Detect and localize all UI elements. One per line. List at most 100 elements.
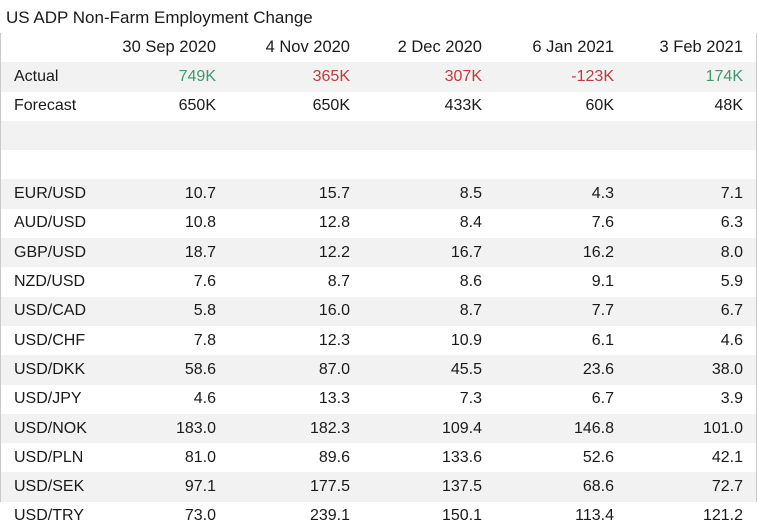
pair-label: USD/JPY [14,390,82,408]
pair-value: 9.1 [591,273,614,291]
pair-value: 18.7 [184,243,216,261]
table-row: USD/PLN 81.0 89.6 133.6 52.6 42.1 [1,443,756,472]
pair-value: 5.9 [720,273,743,291]
pair-value: 8.6 [459,273,482,291]
pair-value: 6.3 [720,214,743,232]
pair-value: 12.3 [318,331,350,349]
pair-value: 146.8 [573,419,614,437]
data-table: 30 Sep 2020 4 Nov 2020 2 Dec 2020 6 Jan … [0,33,757,524]
header-cell-date: 3 Feb 2021 [659,38,743,57]
pair-value: 3.9 [720,390,743,408]
pair-value: 8.7 [459,302,482,320]
actual-row: Actual 749K 365K 307K -123K 174K [1,62,756,92]
pair-value: 4.6 [720,331,743,349]
pair-value: 4.3 [591,185,614,203]
pair-value: 89.6 [318,448,350,466]
header-cell-date: 6 Jan 2021 [532,38,614,57]
table-row: NZD/USD 7.6 8.7 8.6 9.1 5.9 [1,267,756,296]
pair-value: 87.0 [318,360,350,378]
pair-value: 68.6 [582,478,614,496]
pair-value: 15.7 [318,185,350,203]
pair-value: 8.4 [459,214,482,232]
header-cell-date: 4 Nov 2020 [265,38,350,57]
pair-value: 16.2 [582,243,614,261]
table-row: EUR/USD 10.7 15.7 8.5 4.3 7.1 [1,179,756,209]
pair-value: 10.8 [184,214,216,232]
pair-value: 16.0 [318,302,350,320]
pair-value: 133.6 [441,448,482,466]
pair-value: 7.3 [459,390,482,408]
pair-label: USD/SEK [14,478,85,496]
pair-value: 7.7 [591,302,614,320]
header-row: 30 Sep 2020 4 Nov 2020 2 Dec 2020 6 Jan … [1,33,756,62]
pair-value: 7.6 [193,273,216,291]
forecast-value: 650K [178,97,216,115]
row-label: Forecast [14,97,77,115]
pair-value: 16.7 [450,243,482,261]
pair-value: 58.6 [184,360,216,378]
actual-value: -123K [571,67,614,85]
pair-value: 7.1 [720,185,743,203]
header-cell-date: 2 Dec 2020 [397,38,482,57]
pair-value: 4.6 [193,390,216,408]
pair-value: 72.7 [711,478,743,496]
pair-label: EUR/USD [14,185,87,203]
table-row: USD/SEK 97.1 177.5 137.5 68.6 72.7 [1,472,756,502]
pair-label: USD/NOK [14,419,87,437]
table-row: USD/NOK 183.0 182.3 109.4 146.8 101.0 [1,413,756,444]
pair-value: 45.5 [450,360,482,378]
pair-value: 8.0 [720,243,743,261]
pair-value: 52.6 [582,448,614,466]
pair-value: 177.5 [309,478,350,496]
pair-value: 113.4 [575,507,614,525]
table-row: USD/CAD 5.8 16.0 8.7 7.7 6.7 [1,296,756,326]
pair-value: 137.5 [441,478,482,496]
pair-value: 12.2 [318,243,350,261]
pair-value: 7.6 [591,214,614,232]
table-row: USD/DKK 58.6 87.0 45.5 23.6 38.0 [1,355,756,385]
pair-label: USD/DKK [14,360,86,378]
forecast-value: 48K [714,97,743,115]
pair-label: USD/CAD [14,302,87,320]
pair-label: USD/CHF [14,331,86,349]
actual-value: 365K [312,67,350,85]
pair-value: 5.8 [193,302,216,320]
row-label: Actual [14,67,59,85]
header-cell-date: 30 Sep 2020 [122,38,216,57]
pair-value: 81.0 [184,448,216,466]
pair-value: 101.0 [702,419,743,437]
forecast-value: 650K [312,97,350,115]
pair-value: 42.1 [711,448,743,466]
pair-label: NZD/USD [14,273,86,291]
pair-value: 7.8 [193,331,216,349]
pair-label: AUD/USD [14,214,87,232]
pair-value: 150.1 [441,507,482,525]
pair-value: 239.1 [309,507,350,525]
pair-value: 182.3 [309,419,350,437]
table-row: USD/TRY 73.0 239.1 150.1 113.4 121.2 [1,502,756,531]
spacer-row [1,150,756,179]
pair-label: GBP/USD [14,243,87,261]
actual-value: 174K [705,67,743,85]
pair-value: 6.1 [591,331,614,349]
table-row: USD/CHF 7.8 12.3 10.9 6.1 4.6 [1,326,756,355]
pair-value: 8.7 [327,273,350,291]
pair-value: 73.0 [184,507,216,525]
pair-value: 10.9 [450,331,482,349]
table-row: USD/JPY 4.6 13.3 7.3 6.7 3.9 [1,385,756,414]
pair-value: 183.0 [175,419,216,437]
pair-label: USD/PLN [14,448,84,466]
pair-value: 109.4 [441,419,482,437]
spacer-row [1,120,756,151]
forecast-value: 60K [585,97,614,115]
pair-value: 121.2 [702,507,743,525]
pair-value: 13.3 [318,390,350,408]
table-title: US ADP Non-Farm Employment Change [6,8,313,27]
pair-value: 6.7 [720,302,743,320]
forecast-row: Forecast 650K 650K 433K 60K 48K [1,92,756,121]
pair-value: 12.8 [318,214,350,232]
actual-value: 749K [178,67,216,85]
pair-label: USD/TRY [14,507,84,525]
pair-value: 23.6 [582,360,614,378]
pair-value: 38.0 [711,360,743,378]
